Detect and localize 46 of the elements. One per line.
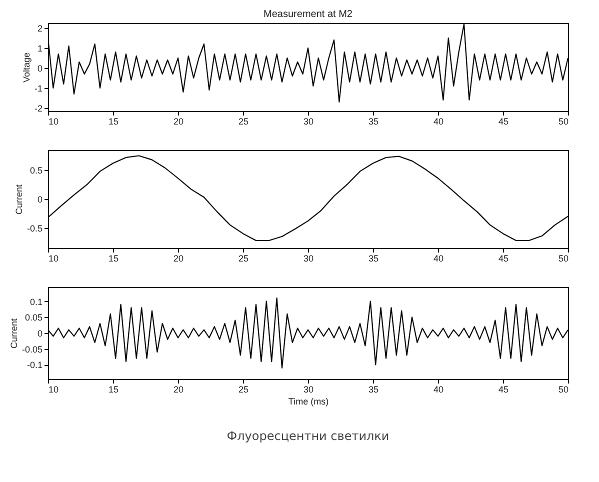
x-axis-title: Time (ms) [288,396,329,406]
x-tick-label: 15 [108,254,119,264]
y-tick-label: -2 [34,104,42,114]
y-tick-label: 0 [37,64,42,74]
x-tick-label: 20 [173,384,184,394]
y-tick-label: 0.5 [30,166,42,176]
x-tick-label: 35 [368,384,379,394]
y-tick-label: 0.05 [24,312,42,323]
y-tick-label: -0.1 [26,360,42,370]
x-tick-label: 35 [368,254,379,264]
y-tick-label: 0 [37,328,42,338]
x-tick-label: 25 [238,116,249,126]
y-axis-title: Current [14,184,24,215]
x-tick-label: 50 [558,116,568,126]
y-tick-label: 2 [37,24,42,34]
text: Флуоресцентни светилки [226,429,390,443]
y-tick-label: 1 [37,44,42,54]
y-tick-label: 0 [37,194,42,204]
x-tick-label: 15 [108,384,119,394]
x-tick-label: 30 [303,254,314,264]
x-tick-label: 15 [108,116,119,126]
y-tick-label: -0.05 [22,344,42,354]
x-tick-label: 10 [48,254,59,264]
x-tick-label: 25 [238,254,249,264]
x-tick-label: 30 [303,384,314,394]
x-tick-label: 10 [48,116,59,126]
x-tick-label: 50 [558,384,568,394]
y-axis-title: Voltage [22,52,32,83]
x-tick-label: 45 [498,116,509,126]
y-tick-label: -0.5 [26,223,42,234]
x-tick-label: 10 [48,384,59,394]
y-axis-title: Current [8,318,19,349]
x-tick-label: 20 [173,116,184,126]
x-tick-label: 40 [433,384,444,394]
x-tick-label: 25 [238,384,249,394]
chart-title: Measurement at M2 [264,9,353,20]
x-tick-label: 35 [368,116,379,126]
y-tick-label: -1 [34,84,42,94]
x-tick-label: 40 [433,254,444,264]
x-tick-label: 30 [303,116,314,126]
x-tick-label: 45 [498,254,509,264]
x-tick-label: 50 [558,254,568,264]
x-tick-label: 45 [498,384,509,394]
x-tick-label: 20 [173,254,184,264]
y-tick-label: 0.1 [30,296,42,307]
x-tick-label: 40 [433,116,444,126]
